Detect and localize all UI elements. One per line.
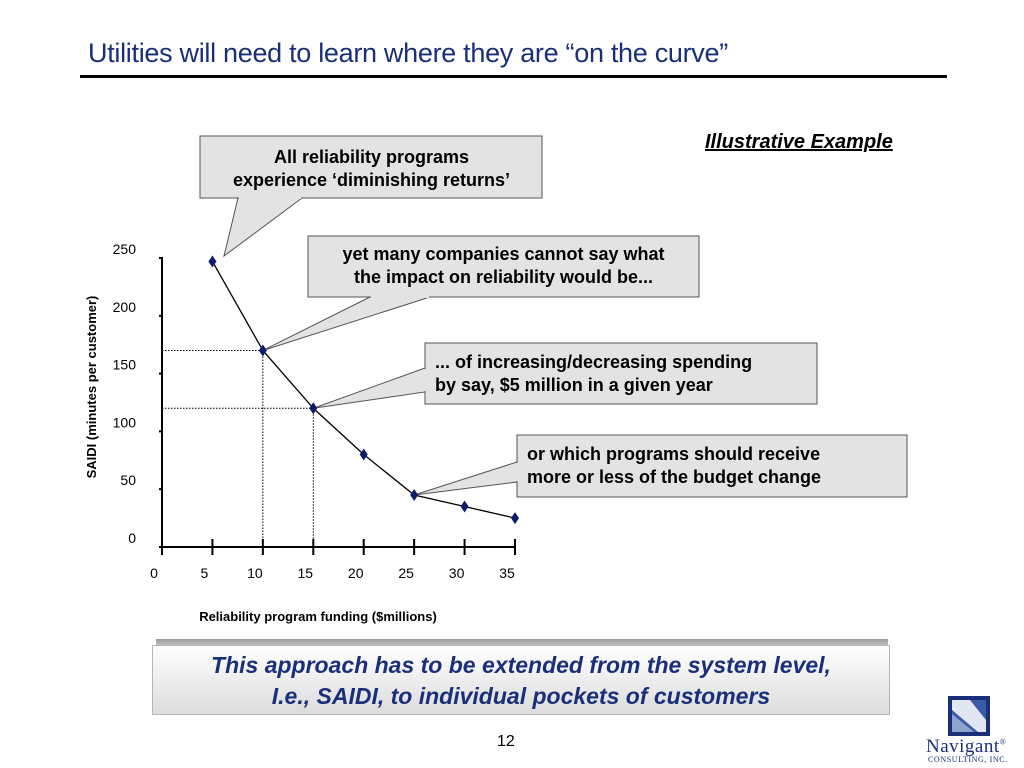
page-number: 12 <box>497 733 515 750</box>
callout-1-line-2: experience ‘diminishing returns’ <box>232 170 511 190</box>
bottom-box-line-2: I.e., SAIDI, to individual pockets of cu… <box>271 683 771 709</box>
x-tick-label-15: 15 <box>297 565 313 581</box>
callout-4-pointer <box>413 461 518 496</box>
y-tick-label-100: 100 <box>113 414 137 430</box>
callout-4-box <box>516 434 908 498</box>
callout-1-text: All reliability programs experience ‘dim… <box>203 146 540 192</box>
y-tick-label-200: 200 <box>113 299 137 315</box>
callout-1-line-1: All reliability programs <box>273 147 470 167</box>
data-point-5 <box>208 255 217 268</box>
callout-3-text: ... of increasing/decreasing spending by… <box>435 351 815 397</box>
data-point-30 <box>460 500 469 513</box>
data-point-25 <box>410 488 419 501</box>
title-rule <box>80 75 947 78</box>
callout-2-line-1: yet many companies cannot say what <box>342 244 665 264</box>
callout-2-pointer <box>262 296 431 351</box>
bottom-box-bevel <box>156 639 888 647</box>
x-axis-label: Reliability program funding ($millions) <box>199 609 437 624</box>
callout-2-box <box>307 235 700 298</box>
x-tick-label-10: 10 <box>247 565 263 581</box>
y-axis-label: SAIDI (minutes per customer) <box>84 296 99 479</box>
navigant-logo-sub: CONSULTING, INC. <box>928 755 1008 764</box>
callout-3-line-1: ... of increasing/decreasing spending <box>435 352 753 372</box>
data-point-15 <box>309 402 318 415</box>
x-tick-label-20: 20 <box>348 565 364 581</box>
callout-1-pointer <box>223 197 304 258</box>
bottom-box <box>152 645 890 715</box>
x-tick-label-35: 35 <box>499 565 515 581</box>
data-point-20 <box>359 448 368 461</box>
x-tick-label-30: 30 <box>449 565 465 581</box>
callout-3-pointer <box>313 367 426 409</box>
slide-title: Utilities will need to learn where they … <box>88 38 728 68</box>
y-tick-label-250: 250 <box>113 241 137 257</box>
y-tick-label-0: 0 <box>128 530 136 546</box>
y-tick-label-50: 50 <box>120 472 136 488</box>
callout-4-line-2: more or less of the budget change <box>527 467 822 487</box>
logo-tm: ® <box>999 737 1007 747</box>
navigant-logo-mark <box>948 696 990 736</box>
bottom-box-line-1: This approach has to be extended from th… <box>211 652 831 678</box>
callout-4-text: or which programs should receive more or… <box>527 443 905 489</box>
callout-3-line-2: by say, $5 million in a given year <box>435 375 713 395</box>
callout-2-line-2: the impact on reliability would be... <box>353 267 654 287</box>
data-point-35 <box>511 512 519 525</box>
callout-1-box <box>199 135 543 199</box>
x-tick-label-5: 5 <box>201 565 209 581</box>
x-tick-label-0: 0 <box>150 565 158 581</box>
navigant-logo: Navigant® CONSULTING, INC. <box>924 696 1018 766</box>
illustrative-tag: Illustrative Example <box>705 131 893 153</box>
navigant-logo-name: Navigant® <box>926 736 1006 758</box>
y-tick-label-150: 150 <box>113 357 137 373</box>
x-tick-label-25: 25 <box>398 565 414 581</box>
logo-name-text: Navigant <box>926 736 1000 757</box>
data-point-10 <box>258 344 267 357</box>
callout-4-line-1: or which programs should receive <box>527 444 821 464</box>
callout-2-text: yet many companies cannot say what the i… <box>310 243 697 289</box>
